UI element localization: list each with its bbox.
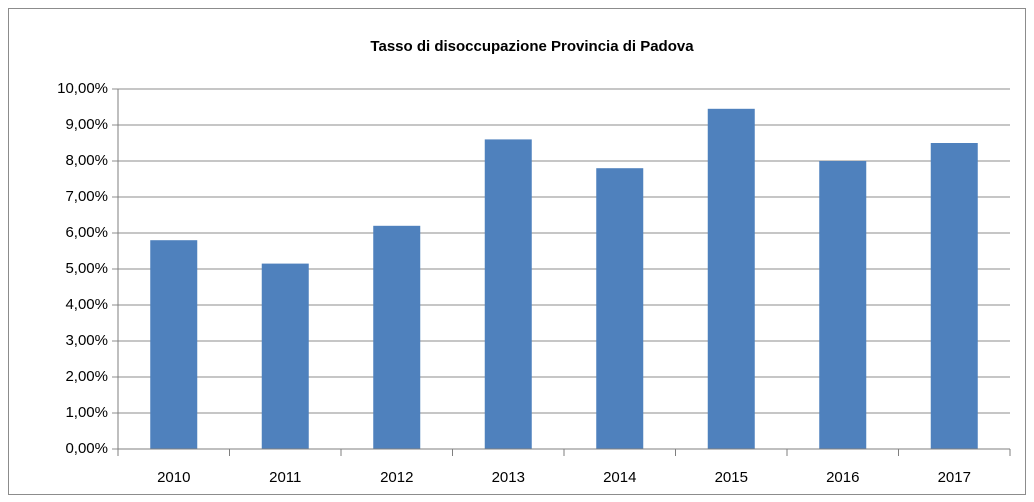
chart-title: Tasso di disoccupazione Provincia di Pad… (370, 38, 694, 55)
y-tick-label: 4,00% (65, 296, 108, 313)
bar (707, 108, 755, 450)
y-tick-label: 2,00% (65, 368, 108, 385)
bar (819, 161, 867, 449)
y-tick-label: 8,00% (65, 152, 108, 169)
y-tick-label: 0,00% (65, 440, 108, 457)
y-tick-label: 3,00% (65, 332, 108, 349)
y-tick-label: 5,00% (65, 260, 108, 277)
y-tick-label: 9,00% (65, 116, 108, 133)
bar (261, 263, 309, 449)
x-tick-label: 2011 (269, 469, 301, 486)
bar (930, 143, 978, 449)
x-tick-label: 2010 (157, 469, 190, 486)
x-tick-label: 2014 (603, 469, 636, 486)
x-tick-label: 2013 (492, 469, 525, 486)
bar (373, 225, 421, 449)
y-tick-label: 6,00% (65, 224, 108, 241)
y-tick-label: 7,00% (65, 188, 108, 205)
y-tick-label: 1,00% (65, 404, 108, 421)
x-tick-label: 2017 (938, 469, 971, 486)
bar (150, 240, 198, 449)
y-tick-label: 10,00% (57, 80, 108, 97)
bar (484, 139, 532, 449)
x-tick-label: 2016 (826, 469, 859, 486)
bar (596, 168, 644, 449)
x-tick-label: 2015 (715, 469, 748, 486)
x-tick-label: 2012 (380, 469, 413, 486)
